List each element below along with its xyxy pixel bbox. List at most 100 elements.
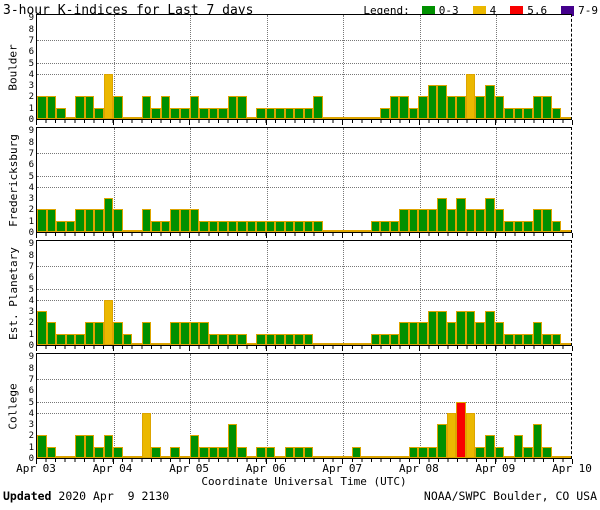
k-index-bar <box>227 424 238 458</box>
k-index-bar <box>389 220 400 232</box>
k-index-bar <box>246 456 257 458</box>
day-tick <box>36 120 37 125</box>
h-gridline <box>37 378 571 380</box>
station-label: Boulder <box>6 43 20 91</box>
k-index-bar <box>113 322 123 345</box>
k-index-bar <box>475 446 485 458</box>
day-tick <box>189 120 191 125</box>
k-index-bar <box>151 220 161 232</box>
k-index-bar <box>465 311 476 345</box>
k-index-bar <box>65 117 76 119</box>
v-gridline <box>419 128 421 232</box>
k-index-bar <box>484 85 495 119</box>
k-index-bar <box>504 107 514 119</box>
k-index-bar <box>75 96 85 119</box>
k-index-bar <box>494 446 505 458</box>
k-index-bar <box>351 117 362 119</box>
k-index-bar <box>561 343 571 345</box>
k-index-bar <box>322 230 333 232</box>
legend-item: 5,6 <box>510 4 547 17</box>
x-tick-label: Apr 04 <box>92 462 133 475</box>
k-index-bar <box>246 343 257 345</box>
k-index-bar <box>322 117 333 119</box>
day-tick <box>112 233 114 238</box>
k-index-bar <box>218 107 228 119</box>
k-index-bar <box>227 96 238 119</box>
x-tick-label: Apr 06 <box>245 462 286 475</box>
k-index-bar <box>351 343 362 345</box>
y-tick-label: 4 <box>28 295 34 306</box>
k-index-bar <box>46 446 57 458</box>
h-gridline <box>37 175 571 177</box>
minor-ticks <box>36 120 572 123</box>
k-index-bar <box>256 107 266 119</box>
day-tick <box>265 120 267 125</box>
y-tick-label: 0 <box>28 454 34 464</box>
k-index-bar <box>246 117 257 119</box>
y-tick-label: 1 <box>28 103 34 114</box>
k-index-bar <box>532 424 543 458</box>
k-index-bar <box>189 322 200 345</box>
y-tick-label: 6 <box>28 160 34 171</box>
k-index-bar <box>542 333 552 345</box>
legend-item-label: 7-9 <box>578 4 598 17</box>
k-index-bar <box>56 220 66 232</box>
minor-ticks <box>36 233 572 236</box>
k-index-bar <box>256 220 266 232</box>
bars <box>37 15 571 119</box>
k-index-bar <box>37 209 47 232</box>
x-tick-label: Apr 05 <box>169 462 210 475</box>
h-gridline <box>37 186 571 188</box>
k-index-bar <box>46 322 57 345</box>
k-index-bar <box>551 107 562 119</box>
k-index-bar <box>370 456 381 458</box>
k-index-bar <box>418 209 428 232</box>
k-index-bar <box>179 456 190 458</box>
h-gridline <box>37 299 571 301</box>
x-tick-label: Apr 09 <box>475 462 516 475</box>
k-index-bar <box>275 107 285 119</box>
y-tick-label: 8 <box>28 24 34 35</box>
y-tick-label: 9 <box>28 239 34 250</box>
day-tick <box>572 120 573 125</box>
k-index-bar <box>284 220 295 232</box>
day-tick <box>36 233 37 238</box>
k-index-bar <box>437 85 447 119</box>
y-tick-label: 4 <box>28 408 34 419</box>
k-index-bar <box>532 322 543 345</box>
k-index-bar <box>446 322 457 345</box>
k-index-bar <box>208 220 219 232</box>
y-tick-label: 4 <box>28 182 34 193</box>
k-index-bar <box>84 96 95 119</box>
y-tick-label: 5 <box>28 171 34 182</box>
k-index-bar <box>418 96 428 119</box>
k-index-bar <box>84 435 95 458</box>
day-tick <box>572 459 573 464</box>
k-index-bar <box>322 456 333 458</box>
k-index-bar <box>170 322 180 345</box>
k-index-bar <box>151 343 161 345</box>
k-index-bar <box>399 456 409 458</box>
k-index-bar <box>351 230 362 232</box>
k-index-bar <box>151 446 161 458</box>
day-tick <box>342 346 344 351</box>
k-index-bar <box>284 333 295 345</box>
k-index-bar <box>141 322 152 345</box>
k-index-bar <box>494 209 505 232</box>
k-index-bar <box>103 198 114 232</box>
k-index-bar <box>504 220 514 232</box>
v-gridline <box>190 241 192 345</box>
y-tick-label: 6 <box>28 386 34 397</box>
y-tick-label: 8 <box>28 137 34 148</box>
k-index-bar <box>160 220 171 232</box>
k-index-bar <box>179 322 190 345</box>
plot-area <box>36 240 572 346</box>
k-index-bar <box>160 456 171 458</box>
k-index-bar <box>427 85 438 119</box>
k-index-bar <box>46 96 57 119</box>
k-index-bar <box>361 343 371 345</box>
v-gridline <box>266 128 268 232</box>
k-index-bar <box>523 220 533 232</box>
k-index-bar <box>218 333 228 345</box>
k-index-bar <box>189 209 200 232</box>
